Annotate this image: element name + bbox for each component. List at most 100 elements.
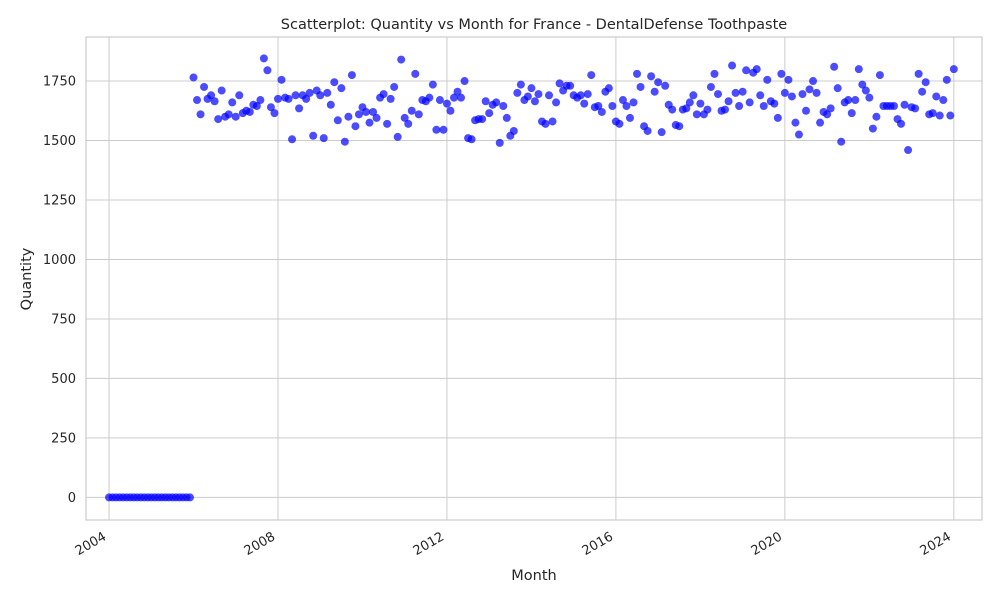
data-point <box>467 135 476 144</box>
data-point <box>545 91 554 100</box>
data-point <box>185 493 194 502</box>
data-point <box>316 91 325 100</box>
data-point <box>728 61 737 70</box>
data-point <box>196 110 205 119</box>
data-point <box>654 78 663 87</box>
data-point <box>787 92 796 101</box>
data-point <box>231 112 240 121</box>
x-axis-label: Month <box>511 568 556 584</box>
data-point <box>763 75 772 84</box>
data-point <box>692 110 701 119</box>
data-point <box>513 88 522 97</box>
data-point <box>453 87 462 96</box>
data-point <box>291 91 300 100</box>
data-point <box>485 109 494 118</box>
data-point <box>735 102 744 110</box>
data-point <box>851 96 860 105</box>
y-tick-label: 1250 <box>43 193 76 208</box>
data-point <box>337 84 346 93</box>
data-point <box>812 88 821 97</box>
data-point <box>530 97 539 106</box>
y-tick-label: 1500 <box>43 134 76 149</box>
data-point <box>277 75 286 84</box>
data-point <box>235 91 244 100</box>
data-point <box>854 65 863 74</box>
data-point <box>351 122 360 131</box>
data-point <box>706 82 715 91</box>
data-point <box>425 93 434 102</box>
data-point <box>383 119 392 128</box>
data-point <box>861 86 870 95</box>
data-point <box>756 91 765 100</box>
data-point <box>865 93 874 102</box>
data-point <box>411 69 420 78</box>
data-point <box>509 126 518 135</box>
data-points <box>105 54 958 502</box>
data-point <box>805 85 814 94</box>
data-point <box>245 107 254 116</box>
data-point <box>629 98 638 107</box>
data-point <box>344 112 353 121</box>
data-point <box>270 109 279 118</box>
data-point <box>217 86 226 95</box>
data-point <box>407 106 416 115</box>
data-point <box>932 92 941 101</box>
data-point <box>228 98 237 107</box>
data-point <box>252 102 261 110</box>
data-point <box>615 119 624 128</box>
y-tick-label: 1750 <box>43 75 76 90</box>
data-point <box>333 116 342 125</box>
data-point <box>844 96 853 105</box>
data-point <box>319 134 328 143</box>
data-point <box>386 94 395 103</box>
data-point <box>284 94 293 103</box>
data-point <box>193 96 202 105</box>
data-point <box>928 109 937 118</box>
data-point <box>780 88 789 97</box>
data-point <box>946 111 955 120</box>
data-point <box>773 113 782 122</box>
data-point <box>784 75 793 84</box>
data-point <box>527 84 536 93</box>
data-point <box>449 93 458 102</box>
data-point <box>428 80 437 89</box>
data-point <box>942 75 951 84</box>
data-point <box>837 137 846 146</box>
data-point <box>224 110 233 119</box>
data-point <box>633 69 642 78</box>
data-point <box>770 99 779 108</box>
data-point <box>256 96 265 105</box>
data-point <box>541 119 550 128</box>
data-point <box>326 100 335 109</box>
data-point <box>809 77 818 86</box>
data-point <box>442 99 451 108</box>
data-point <box>502 113 511 122</box>
data-point <box>347 71 356 80</box>
data-point <box>460 77 469 86</box>
data-point <box>721 105 730 114</box>
data-point <box>890 102 898 110</box>
data-point <box>914 69 923 78</box>
data-point <box>439 125 448 134</box>
data-point <box>207 91 216 100</box>
data-point <box>777 69 786 78</box>
data-point <box>868 124 877 133</box>
data-point <box>200 82 209 91</box>
data-point <box>604 84 613 93</box>
data-point <box>323 88 332 97</box>
y-axis-label: Quantity <box>19 247 35 310</box>
data-point <box>583 90 592 99</box>
data-point <box>689 91 698 100</box>
grid <box>86 37 982 520</box>
data-point <box>189 73 198 82</box>
data-point <box>548 117 557 126</box>
data-point <box>552 98 561 107</box>
data-point <box>742 66 751 75</box>
data-point <box>724 97 733 106</box>
data-point <box>576 91 585 100</box>
data-point <box>214 115 223 124</box>
data-point <box>636 82 645 91</box>
data-point <box>330 78 339 87</box>
